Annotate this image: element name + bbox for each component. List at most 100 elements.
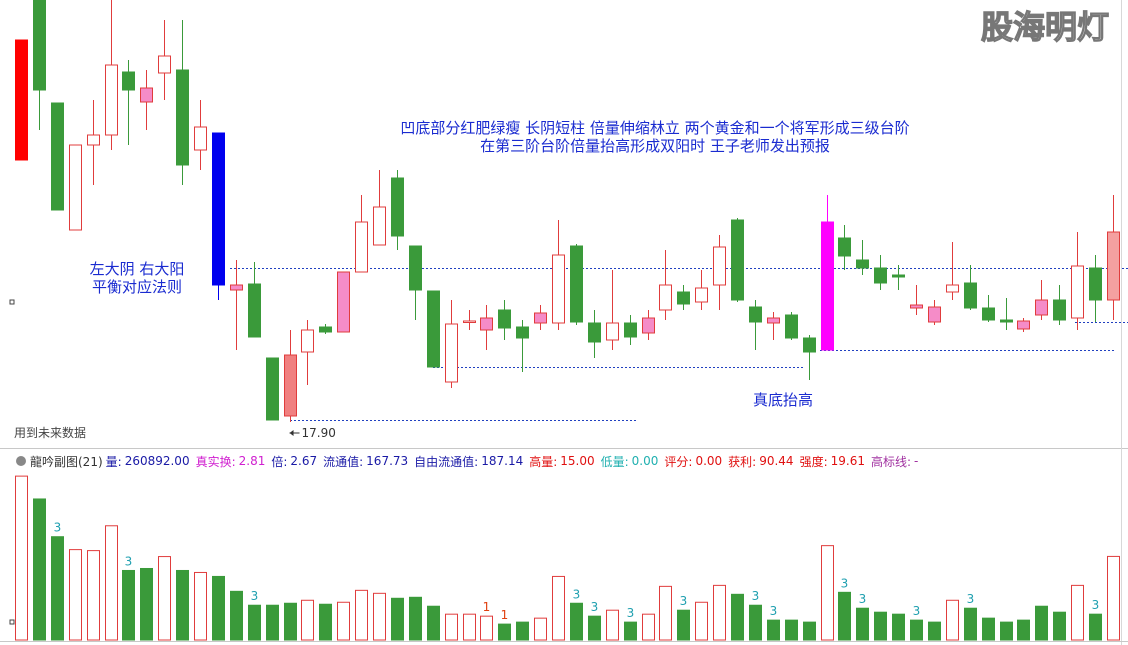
annotation: 左大阴 右大阳	[90, 260, 185, 278]
volume-bar	[33, 498, 46, 641]
annotation: 真底抬高	[753, 391, 813, 409]
signal-label: 3	[54, 521, 62, 535]
candle-body	[964, 282, 977, 309]
candle-body	[69, 144, 82, 231]
handle	[9, 299, 15, 305]
signal-label: 3	[1092, 598, 1100, 612]
volume-bar	[892, 613, 905, 641]
volume-bar	[803, 621, 816, 641]
volume-bar	[337, 601, 350, 641]
indicator-value: 0.00	[631, 454, 659, 468]
candle-body	[1017, 320, 1030, 330]
indicator-value: 90.44	[759, 454, 794, 468]
volume-bar	[588, 615, 601, 641]
candle-body	[534, 312, 547, 324]
candle-body	[1053, 299, 1066, 321]
volume-bar	[87, 550, 100, 641]
candle-body	[284, 354, 297, 417]
candle-body	[1089, 267, 1102, 301]
candle-body	[1000, 319, 1013, 323]
candle-body	[301, 329, 314, 353]
candle-body	[33, 0, 46, 91]
indicator-name: 自由流通值:	[414, 454, 479, 469]
future-note: 用到未来数据	[14, 425, 86, 440]
candle-body	[337, 271, 350, 333]
volume-bar	[1071, 584, 1084, 641]
candle-body	[373, 206, 386, 246]
volume-bar	[731, 593, 744, 641]
volume-bar	[838, 591, 851, 641]
volume-bar	[69, 549, 82, 641]
candle-body	[910, 304, 923, 309]
signal-label: 1	[501, 608, 509, 622]
volume-bar	[606, 609, 619, 641]
indicator-value: -	[914, 454, 919, 468]
candle-body	[140, 87, 153, 103]
volume-bar	[498, 623, 511, 641]
volume-bar	[212, 575, 225, 641]
indicator-value: 2.81	[238, 454, 266, 468]
candle-body	[427, 290, 440, 368]
candle-body	[606, 322, 619, 341]
candle-body	[122, 71, 135, 91]
signal-label: 3	[680, 594, 688, 608]
signal-label: 1	[483, 600, 491, 614]
candle-body	[105, 64, 118, 136]
volume-bar	[1017, 619, 1030, 641]
candle-body	[266, 357, 279, 421]
candle-body	[463, 320, 476, 323]
candle-body	[624, 322, 637, 338]
volume-bar	[659, 585, 672, 641]
volume-bar	[409, 596, 422, 641]
volume-bar	[1107, 555, 1120, 641]
candle-body	[946, 284, 959, 293]
volume-bar	[677, 609, 690, 641]
indicator-value: 2.67	[290, 454, 318, 468]
candle-body	[15, 39, 28, 161]
candle-body	[570, 245, 583, 323]
candle-body	[1035, 299, 1048, 316]
candle-body	[677, 291, 690, 305]
volume-bar	[767, 619, 780, 641]
indicator-name: 低量:	[600, 454, 629, 469]
signal-label: 3	[573, 587, 581, 601]
volume-bar	[964, 607, 977, 641]
indicator-bar: 龍吟副图(21) 量: 260892.00 真实换: 2.81 倍: 2.67 流通值: 167…	[14, 452, 924, 470]
volume-bar	[624, 621, 637, 641]
volume-bar	[534, 617, 547, 641]
indicator-name: 流通值:	[323, 454, 364, 469]
signal-label: 3	[770, 604, 778, 618]
candle-body	[87, 134, 100, 146]
handle	[9, 619, 15, 625]
volume-bar	[821, 545, 834, 641]
candle-body	[355, 221, 368, 273]
volume-bar	[1035, 605, 1048, 641]
candle-body	[230, 284, 243, 291]
indicator-value: 15.00	[560, 454, 595, 468]
candle-body	[659, 284, 672, 311]
candle-body	[928, 306, 941, 323]
volume-bar	[874, 611, 887, 641]
volume-bar	[230, 590, 243, 641]
low-marker-label: 17.90	[302, 426, 336, 440]
signal-label: 3	[841, 576, 849, 590]
volume-bar	[427, 605, 440, 641]
candle-body	[319, 326, 332, 333]
low-marker-arrowhead	[289, 430, 294, 436]
volume-bar	[1089, 613, 1102, 641]
volume-bar	[176, 569, 189, 641]
candle-body	[552, 254, 565, 324]
volume-bar	[695, 601, 708, 641]
indicator-icon[interactable]	[16, 456, 26, 466]
volume-bar	[946, 599, 959, 641]
volume-bar	[856, 607, 869, 641]
candle-body	[212, 132, 225, 286]
candle-body	[749, 306, 762, 323]
volume-bar	[928, 621, 941, 641]
signal-label: 3	[752, 589, 760, 603]
candle-body	[1107, 231, 1120, 301]
volume-bar	[194, 571, 207, 641]
candle-body	[838, 237, 851, 257]
indicator-name: 高量:	[529, 454, 558, 469]
